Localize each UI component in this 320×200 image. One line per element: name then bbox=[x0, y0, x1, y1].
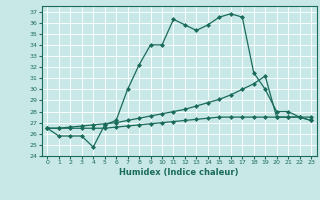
X-axis label: Humidex (Indice chaleur): Humidex (Indice chaleur) bbox=[119, 168, 239, 177]
